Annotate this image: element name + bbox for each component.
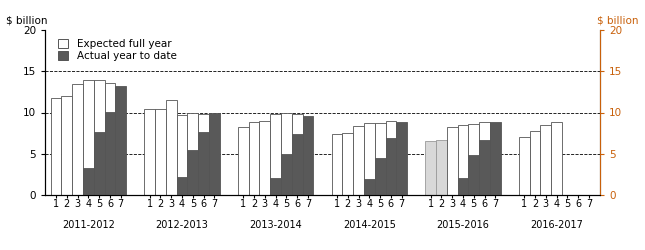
Bar [94, 132, 104, 195]
Bar [436, 140, 447, 195]
Bar [479, 122, 490, 195]
Bar [144, 109, 155, 195]
Text: $ billion: $ billion [597, 15, 639, 25]
Bar [83, 168, 94, 195]
Text: 2014-2015: 2014-2015 [343, 220, 396, 230]
Bar [519, 137, 530, 195]
Bar [188, 150, 198, 195]
Bar [104, 83, 115, 195]
Bar [177, 177, 188, 195]
Bar [332, 134, 342, 195]
Bar [104, 112, 115, 195]
Text: 2012-2013: 2012-2013 [155, 220, 208, 230]
Bar [479, 140, 490, 195]
Bar [281, 113, 292, 195]
Bar [303, 116, 313, 195]
Bar [364, 179, 375, 195]
Bar [270, 178, 281, 195]
Bar [342, 133, 353, 195]
Bar [292, 134, 303, 195]
Bar [177, 115, 188, 195]
Bar [238, 126, 249, 195]
Bar [386, 121, 396, 195]
Bar [353, 126, 364, 195]
Bar [364, 123, 375, 195]
Bar [386, 138, 396, 195]
Bar [457, 125, 468, 195]
Bar [375, 158, 386, 195]
Bar [490, 122, 501, 195]
Bar [468, 124, 479, 195]
Bar [198, 132, 209, 195]
Bar [209, 113, 220, 195]
Bar [541, 125, 551, 195]
Bar [447, 127, 457, 195]
Bar [72, 84, 83, 195]
Bar [61, 96, 72, 195]
Text: 2013-2014: 2013-2014 [250, 220, 302, 230]
Bar [457, 178, 468, 195]
Bar [94, 80, 104, 195]
Bar [551, 122, 562, 195]
Bar [425, 142, 436, 195]
Text: 2016-2017: 2016-2017 [530, 220, 583, 230]
Bar [259, 121, 270, 195]
Bar [155, 109, 166, 195]
Bar [530, 131, 541, 195]
Bar [292, 114, 303, 195]
Legend: Expected full year, Actual year to date: Expected full year, Actual year to date [56, 37, 179, 63]
Bar [281, 154, 292, 195]
Bar [83, 80, 94, 195]
Text: 2011-2012: 2011-2012 [62, 220, 115, 230]
Bar [396, 122, 407, 195]
Bar [115, 86, 126, 195]
Bar [188, 112, 198, 195]
Bar [166, 100, 177, 195]
Text: $ billion: $ billion [6, 15, 48, 25]
Bar [198, 114, 209, 195]
Bar [468, 156, 479, 195]
Bar [375, 123, 386, 195]
Bar [270, 114, 281, 195]
Text: 2015-2016: 2015-2016 [437, 220, 490, 230]
Bar [50, 98, 61, 195]
Bar [249, 122, 259, 195]
